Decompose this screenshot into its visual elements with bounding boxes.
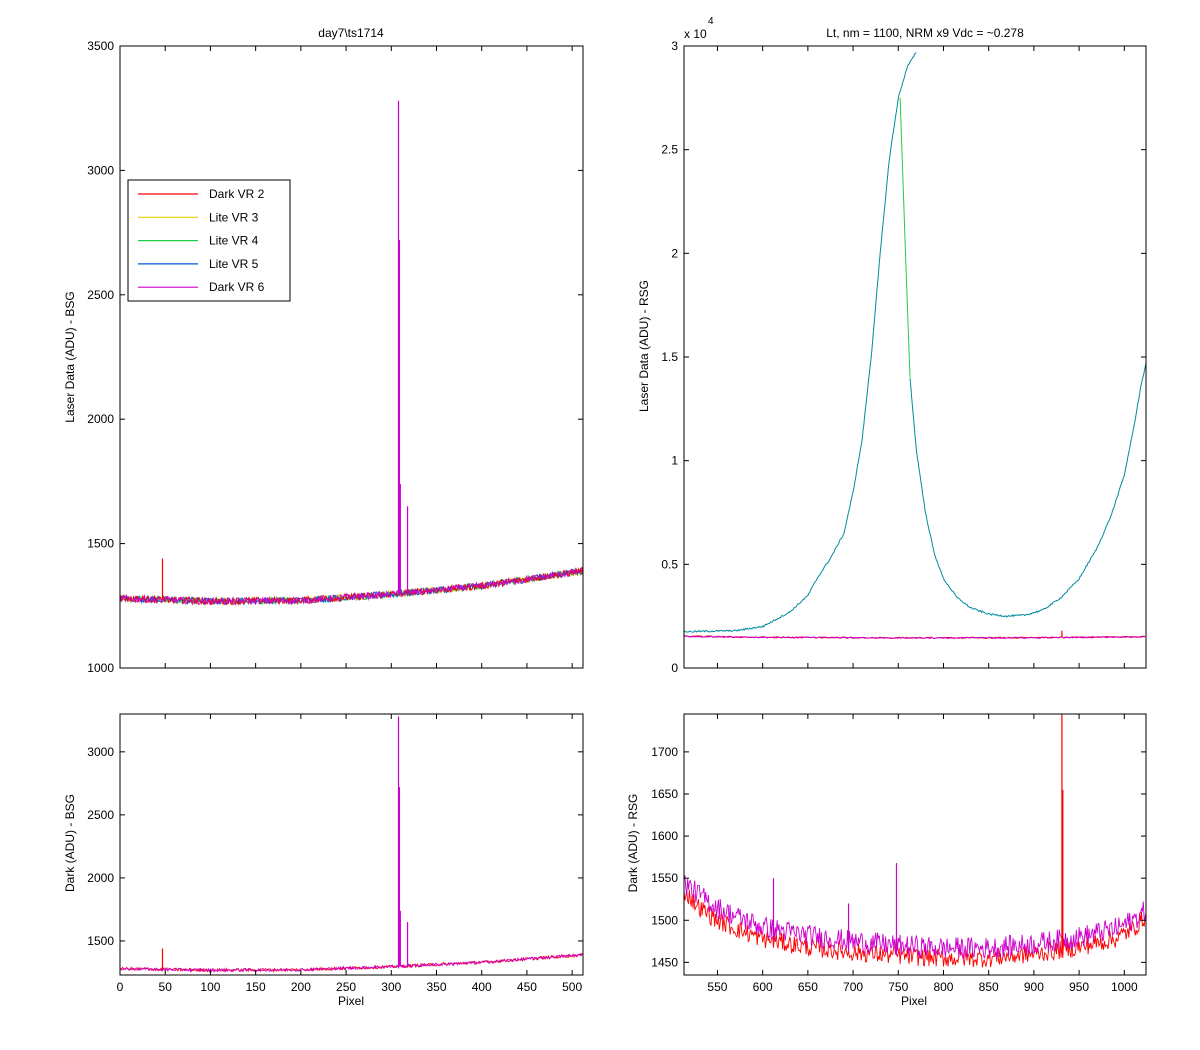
y-tick-label: 1500 [87, 934, 114, 948]
y-tick-label: 2 [671, 246, 678, 260]
axes-frame [119, 45, 584, 669]
plot-lines [120, 716, 583, 973]
x-tick-label: 500 [562, 980, 582, 994]
x-tick-label: 650 [798, 980, 818, 994]
top-left-legend: Dark VR 2 Lite VR 3 Lite VR 4 Lite VR 5 Dark… [127, 179, 291, 302]
y-tick-label: 1000 [87, 661, 114, 675]
y-tick-label: 1700 [651, 745, 678, 759]
x-tick-label: 150 [246, 980, 266, 994]
legend-label: Lite VR 4 [209, 234, 259, 248]
top-left-ylabel: Laser Data (ADU) - BSG [63, 291, 77, 422]
bottom-right-xlabel: Pixel [901, 994, 927, 1008]
top-left-panel: day7\ts1714 Laser Data (ADU) - BSG 1000 1… [63, 26, 584, 675]
x-tick-label: 450 [517, 980, 537, 994]
bottom-left-panel: Pixel Dark (ADU) - BSG 1500 2000 2500 3000 0… [63, 713, 584, 1008]
x-tick-label: 300 [381, 980, 401, 994]
bottom-right-panel: Pixel Dark (ADU) - RSG 1450 1500 1550 1600 1… [626, 713, 1147, 1008]
top-right-title: Lt, nm = 1100, NRM x9 Vdc = ~0.278 [826, 26, 1024, 40]
y-tick-label: 1 [671, 454, 678, 468]
x-tick-label: 50 [159, 980, 173, 994]
series-dark-vr-6 [684, 874, 1146, 960]
x-tick-label: 350 [426, 980, 446, 994]
bottom-left-ylabel: Dark (ADU) - BSG [63, 794, 77, 892]
x-tick-label: 600 [753, 980, 773, 994]
series-lite-falling [909, 363, 1146, 618]
x-tick-label: 700 [843, 980, 863, 994]
legend-label: Dark VR 2 [209, 187, 265, 201]
y-tick-label: 1550 [651, 871, 678, 885]
x-tick-label: 800 [933, 980, 953, 994]
series-lite-vr-4-falling [899, 97, 911, 378]
plot-lines [120, 100, 583, 607]
y-tick-label: 1650 [651, 787, 678, 801]
legend-label: Lite VR 5 [209, 257, 259, 271]
y-tick-label: 0 [671, 661, 678, 675]
y-tick-label: 1.5 [661, 350, 678, 364]
y-tick-label: 3500 [87, 39, 114, 53]
y-tick-label: 2.5 [661, 143, 678, 157]
plot-area [120, 46, 583, 668]
y-tick-label: 1450 [651, 955, 678, 969]
x-tick-label: 200 [291, 980, 311, 994]
series-lite-rising [684, 52, 917, 633]
y-tick-label: 2500 [87, 808, 114, 822]
plot-lines [684, 714, 1146, 968]
x-tick-label: 750 [888, 980, 908, 994]
y-tick-label: 0.5 [661, 557, 678, 571]
bottom-left-xlabel: Pixel [338, 994, 364, 1008]
y-tick-label: 1500 [87, 537, 114, 551]
y-tick-label: 1500 [651, 913, 678, 927]
top-right-panel: Lt, nm = 1100, NRM x9 Vdc = ~0.278 Laser… [637, 16, 1147, 675]
top-right-y-multiplier: x 10 [684, 27, 707, 41]
y-tick-label: 3000 [87, 745, 114, 759]
top-right-y-multiplier-exponent: 4 [708, 16, 714, 27]
x-tick-label: 100 [200, 980, 220, 994]
y-tick-label: 2500 [87, 288, 114, 302]
x-tick-label: 0 [117, 980, 124, 994]
x-tick-label: 250 [336, 980, 356, 994]
y-tick-label: 2000 [87, 871, 114, 885]
y-tick-label: 3000 [87, 163, 114, 177]
x-tick-label: 1000 [1111, 980, 1138, 994]
y-tick-label: 3 [671, 39, 678, 53]
axes-frame [683, 713, 1147, 976]
plot-lines [684, 52, 1146, 640]
x-tick-label: 950 [1069, 980, 1089, 994]
axes-frame [119, 713, 584, 976]
legend-label: Lite VR 3 [209, 210, 259, 224]
top-left-title: day7\ts1714 [318, 26, 384, 40]
series-dark-vr-6 [120, 953, 583, 973]
plot-area [120, 714, 583, 975]
x-tick-label: 400 [472, 980, 492, 994]
series-dark-vr-6 [120, 567, 583, 606]
legend-label: Dark VR 6 [209, 280, 265, 294]
top-right-ylabel: Laser Data (ADU) - RSG [637, 280, 651, 412]
y-tick-label: 1600 [651, 829, 678, 843]
x-tick-label: 850 [979, 980, 999, 994]
x-tick-label: 900 [1024, 980, 1044, 994]
plot-area [684, 46, 1146, 668]
x-tick-label: 550 [707, 980, 727, 994]
bottom-right-ylabel: Dark (ADU) - RSG [626, 794, 640, 893]
y-tick-label: 2000 [87, 412, 114, 426]
series-dark-vr-6 [684, 635, 1146, 640]
